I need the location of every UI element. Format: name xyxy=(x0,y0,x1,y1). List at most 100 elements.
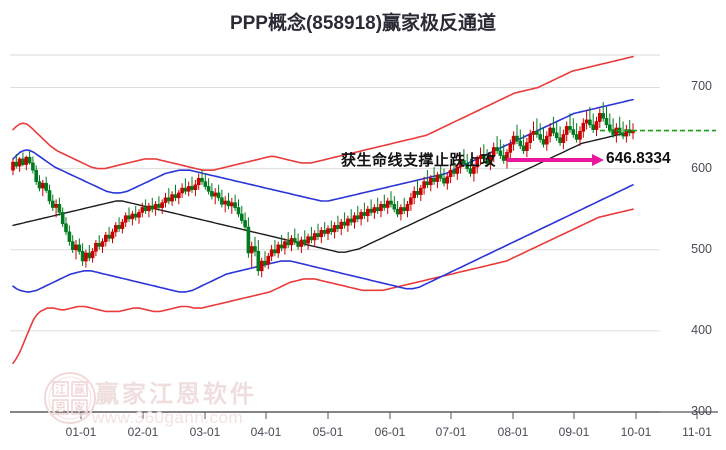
candle-body xyxy=(561,134,566,143)
candle-body xyxy=(256,251,261,272)
candle-body xyxy=(127,215,131,220)
candle-body xyxy=(498,150,503,156)
candle-body xyxy=(203,181,208,187)
candle-body xyxy=(130,213,135,220)
candle-body xyxy=(355,215,360,220)
candle-body xyxy=(74,244,78,251)
y-axis-label-400: 400 xyxy=(691,322,712,337)
candle-body xyxy=(465,163,470,169)
candle-body xyxy=(322,230,327,234)
svg-text:江: 江 xyxy=(55,383,66,396)
candle-body xyxy=(240,213,244,221)
candle-body xyxy=(143,207,148,212)
svg-text:恩: 恩 xyxy=(55,401,66,414)
candle-body xyxy=(120,221,125,229)
candle-body xyxy=(405,204,410,212)
candle-body xyxy=(475,158,480,168)
candle-body xyxy=(472,166,476,174)
candle-body xyxy=(289,238,294,246)
candle-body xyxy=(90,251,95,259)
candle-body xyxy=(548,127,552,137)
last-price-label: 646.8334 xyxy=(606,150,671,167)
x-axis-label-11-01: 11-01 xyxy=(682,425,712,439)
candle-body xyxy=(206,186,211,192)
candle-body xyxy=(365,208,370,216)
candle-body xyxy=(110,231,115,239)
y-axis-label-500: 500 xyxy=(691,241,712,256)
watermark-url: www.360gann.com xyxy=(92,408,244,427)
candle-body xyxy=(554,132,559,139)
candle-body xyxy=(591,124,596,131)
candle-body xyxy=(342,221,347,226)
candle-body xyxy=(558,137,562,144)
candle-body xyxy=(382,204,387,208)
candle-body xyxy=(150,205,155,210)
candle-body xyxy=(312,233,317,241)
candle-body xyxy=(584,119,589,124)
candle-body xyxy=(415,191,420,195)
candle-body xyxy=(607,124,612,131)
candle-body xyxy=(190,186,194,190)
candle-body xyxy=(581,122,586,132)
candle-body xyxy=(352,215,357,223)
candle-body xyxy=(173,194,178,199)
y-axis-label-600: 600 xyxy=(691,160,712,175)
annotation-arrow-head xyxy=(592,154,604,166)
candle-body xyxy=(153,204,158,210)
candle-body xyxy=(94,242,98,252)
watermark-brand: 赢家江恩软件 xyxy=(95,381,257,408)
x-axis-label-03-01: 03-01 xyxy=(189,425,221,439)
candle-body xyxy=(578,131,582,140)
x-axis-label-10-01: 10-01 xyxy=(620,425,652,439)
candle-body xyxy=(147,205,151,212)
candle-body xyxy=(306,236,310,244)
candle-body xyxy=(336,225,340,229)
candle-body xyxy=(276,244,281,254)
candle-body xyxy=(183,187,188,192)
candle-body xyxy=(21,158,25,165)
candle-body xyxy=(100,241,105,247)
candle-body xyxy=(425,181,430,186)
candle-body xyxy=(286,241,291,246)
candle-body xyxy=(27,156,32,164)
candle-body xyxy=(597,113,602,122)
candle-body xyxy=(177,192,181,199)
candle-body xyxy=(551,127,556,134)
candle-body xyxy=(372,207,377,213)
candle-body xyxy=(571,129,576,135)
candle-body xyxy=(564,126,569,135)
candle-body xyxy=(379,204,383,212)
candle-body xyxy=(54,204,58,208)
candle-body xyxy=(193,184,198,191)
band-lower-red xyxy=(12,208,634,365)
candle-body xyxy=(544,135,549,145)
candlestick-series xyxy=(11,102,635,278)
x-axis-label-02-01: 02-01 xyxy=(127,425,159,439)
candle-body xyxy=(47,190,52,202)
candle-body xyxy=(448,169,453,177)
candle-body xyxy=(60,212,65,225)
candle-body xyxy=(501,155,506,161)
candle-body xyxy=(302,239,307,244)
candle-body xyxy=(438,174,443,179)
candle-body xyxy=(399,207,403,215)
candle-body xyxy=(491,147,496,156)
candle-body xyxy=(70,241,75,251)
candle-body xyxy=(594,121,599,130)
watermark-seal-logo: 江 赢 恩 家 xyxy=(43,371,97,425)
chart-annotation-text: 获生命线支撑止跌上攻 xyxy=(341,152,497,169)
candle-body xyxy=(422,181,426,189)
candle-body xyxy=(87,252,92,259)
candle-body xyxy=(243,220,247,228)
candle-body xyxy=(428,178,433,186)
candle-body xyxy=(604,118,609,126)
x-axis-label-07-01: 07-01 xyxy=(435,425,467,439)
svg-text:赢: 赢 xyxy=(74,382,85,396)
candle-body xyxy=(601,113,606,119)
candle-body xyxy=(279,244,284,249)
candle-body xyxy=(349,218,354,223)
y-axis-label-700: 700 xyxy=(691,79,712,94)
candle-body xyxy=(369,208,373,213)
candle-body xyxy=(535,131,539,135)
